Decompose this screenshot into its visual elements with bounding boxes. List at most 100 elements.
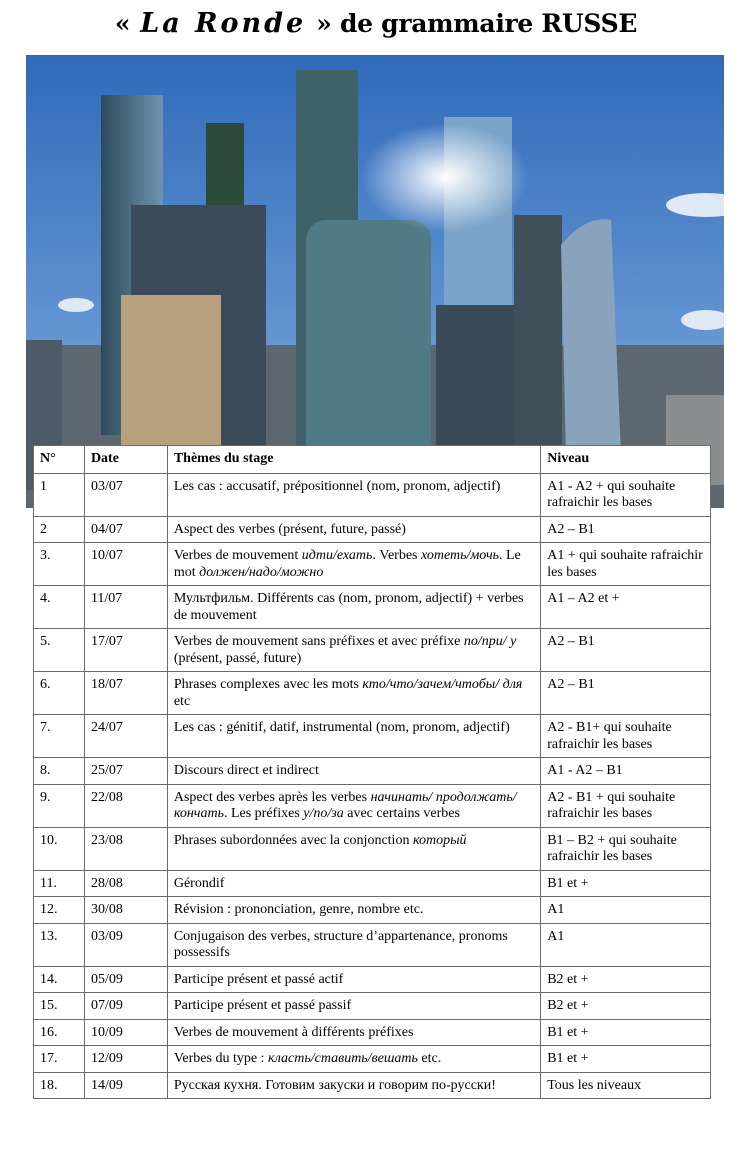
- table-row: 12. 30/08 Révision : prononciation, genre,…: [33, 896, 711, 924]
- row-theme: Discours direct et indirect: [166, 757, 542, 785]
- table-row: 1 03/07 Les cas : accusatif, prépositionne…: [33, 472, 711, 517]
- close-quote: »: [316, 9, 332, 38]
- theme-text: Participe présent et passé passif: [173, 998, 352, 1013]
- row-level: B2 et +: [540, 992, 711, 1020]
- row-theme: Verbes de mouvement sans préfixes et ave…: [166, 628, 542, 672]
- table-row: 16. 10/09 Verbes de mouvement à différents…: [33, 1018, 711, 1046]
- table-row: 11. 28/08 Gérondif B1 et +: [33, 869, 711, 897]
- row-date: 24/07: [83, 714, 168, 758]
- theme-text: Phrases complexes avec les mots: [173, 677, 363, 692]
- course-schedule-table: N° Date Thèmes du stage Niveau 1 03/07 Les…: [33, 445, 711, 1099]
- row-level: A1: [540, 896, 711, 924]
- row-theme: Les cas : génitif, datif, instrumental (…: [166, 714, 542, 758]
- theme-text: Les cas : génitif, datif, instrumental (…: [173, 720, 510, 735]
- theme-text: . Les préfixes: [223, 806, 304, 821]
- row-theme: Conjugaison des verbes, structure d’appa…: [166, 922, 542, 967]
- theme-text: Participe présent et passé actif: [173, 971, 344, 987]
- row-level: A2 - B1+ qui souhaite rafraichir les bas…: [540, 714, 711, 758]
- theme-russian-term: у/по/за: [303, 806, 344, 821]
- theme-text: . Verbes: [372, 548, 421, 563]
- row-date: 11/07: [83, 585, 168, 629]
- row-number: 6.: [33, 671, 85, 715]
- theme-russian-term: класть/ставить/вешать: [267, 1051, 418, 1066]
- row-level: A2 – B1: [540, 628, 711, 672]
- row-level: B2 et +: [540, 965, 711, 993]
- theme-russian-term: кто/что/зачем/чтобы/ для: [362, 677, 523, 692]
- theme-text: . Le mot: [173, 548, 521, 580]
- row-theme: Русская кухня. Готовим закуски и говорим…: [166, 1071, 542, 1099]
- theme-text: Discours direct et indirect: [173, 763, 319, 778]
- row-date: 17/07: [83, 628, 168, 672]
- row-number: 5.: [33, 628, 85, 672]
- row-theme: Phrases complexes avec les mots кто/что/…: [166, 671, 542, 715]
- row-level: B1 et +: [540, 1018, 711, 1046]
- theme-text: Les cas : accusatif, prépositionnel (nom…: [173, 478, 501, 494]
- row-theme: Мультфильм. Différents cas (nom, pronom,…: [166, 585, 542, 629]
- table-row: 13. 03/09 Conjugaison des verbes, structur…: [33, 922, 711, 967]
- row-level: A1 + qui souhaite rafraichir les bases: [540, 542, 711, 586]
- row-number: 17.: [33, 1045, 85, 1073]
- table-row: 17. 12/09 Verbes du type : класть/ставить/…: [33, 1045, 711, 1073]
- title-text: de grammaire RUSSE: [339, 9, 638, 38]
- row-number: 2: [33, 515, 85, 543]
- table-row: 2 04/07 Aspect des verbes (présent, future…: [33, 515, 711, 543]
- header-number: N°: [33, 445, 85, 474]
- row-date: 03/09: [83, 922, 168, 967]
- theme-text: Русская кухня. Готовим закуски и говорим…: [173, 1077, 496, 1093]
- row-number: 11.: [33, 869, 85, 897]
- theme-text: Aspect des verbes (présent, future, pass…: [173, 521, 406, 537]
- skyline-photo: [26, 55, 724, 508]
- row-number: 3.: [33, 542, 85, 586]
- theme-russian-term: должен/надо/можно: [199, 564, 324, 580]
- row-theme: Gérondif: [166, 869, 542, 897]
- row-level: A1 - A2 + qui souhaite rafraichir les ba…: [540, 472, 711, 517]
- row-level: B1 et +: [540, 1045, 711, 1073]
- theme-text: Conjugaison des verbes, structure d’appa…: [173, 928, 508, 961]
- table-header-row: N° Date Thèmes du stage Niveau: [33, 445, 711, 474]
- row-date: 12/09: [83, 1045, 168, 1073]
- row-level: A1 - A2 – B1: [540, 757, 711, 785]
- row-date: 07/09: [83, 992, 168, 1020]
- theme-russian-term: хотеть/мочь: [421, 548, 499, 563]
- table-row: 4. 11/07 Мультфильм. Différents cas (nom, …: [33, 585, 711, 629]
- header-theme: Thèmes du stage: [166, 445, 542, 474]
- table-row: 15. 07/09 Participe présent et passé passi…: [33, 992, 711, 1020]
- row-number: 1: [33, 472, 85, 517]
- row-date: 25/07: [83, 757, 168, 785]
- row-number: 8.: [33, 757, 85, 785]
- row-number: 10.: [33, 826, 85, 871]
- open-quote: «: [114, 9, 131, 38]
- row-number: 7.: [33, 714, 85, 758]
- row-theme: Les cas : accusatif, prépositionnel (nom…: [166, 472, 542, 517]
- theme-text: Verbes de mouvement à différents préfixe…: [173, 1024, 414, 1040]
- row-date: 10/09: [83, 1018, 168, 1046]
- row-theme: Verbes de mouvement идти/ехать. Verbes х…: [166, 542, 542, 586]
- row-theme: Participe présent et passé actif: [166, 965, 542, 993]
- row-number: 16.: [33, 1018, 85, 1046]
- row-level: B1 et +: [540, 869, 711, 897]
- row-theme: Phrases subordonnées avec la conjonction…: [166, 826, 542, 871]
- theme-text: (présent, passé, future): [173, 650, 302, 666]
- table-row: 6. 18/07 Phrases complexes avec les mots к…: [33, 671, 711, 715]
- theme-russian-term: идти/ехать: [301, 548, 373, 563]
- row-date: 10/07: [83, 542, 168, 586]
- theme-russian-term: который: [412, 832, 467, 848]
- row-date: 14/09: [83, 1071, 168, 1099]
- brand-logo-text: La Ronde: [140, 8, 307, 39]
- theme-text: etc: [173, 693, 191, 709]
- row-level: A2 - B1 + qui souhaite rafraichir les ba…: [540, 783, 711, 828]
- theme-text: Révision : prononciation, genre, nombre …: [173, 902, 424, 917]
- row-number: 12.: [33, 896, 85, 924]
- row-number: 18.: [33, 1071, 85, 1099]
- theme-russian-term: начинать/ продолжать/кончать: [173, 789, 517, 822]
- table-row: 14. 05/09 Participe présent et passé actif…: [33, 965, 711, 993]
- row-level: Tous les niveaux: [540, 1071, 711, 1099]
- row-date: 28/08: [83, 869, 168, 897]
- theme-text: Мультфильм. Différents cas (nom, pronom,…: [173, 591, 524, 623]
- theme-text: Verbes du type :: [173, 1051, 268, 1066]
- theme-text: etc.: [417, 1051, 442, 1066]
- row-level: A1 – A2 et +: [540, 585, 711, 629]
- theme-text: Phrases subordonnées avec la conjonction: [173, 832, 413, 848]
- row-number: 14.: [33, 965, 85, 993]
- row-date: 18/07: [83, 671, 168, 715]
